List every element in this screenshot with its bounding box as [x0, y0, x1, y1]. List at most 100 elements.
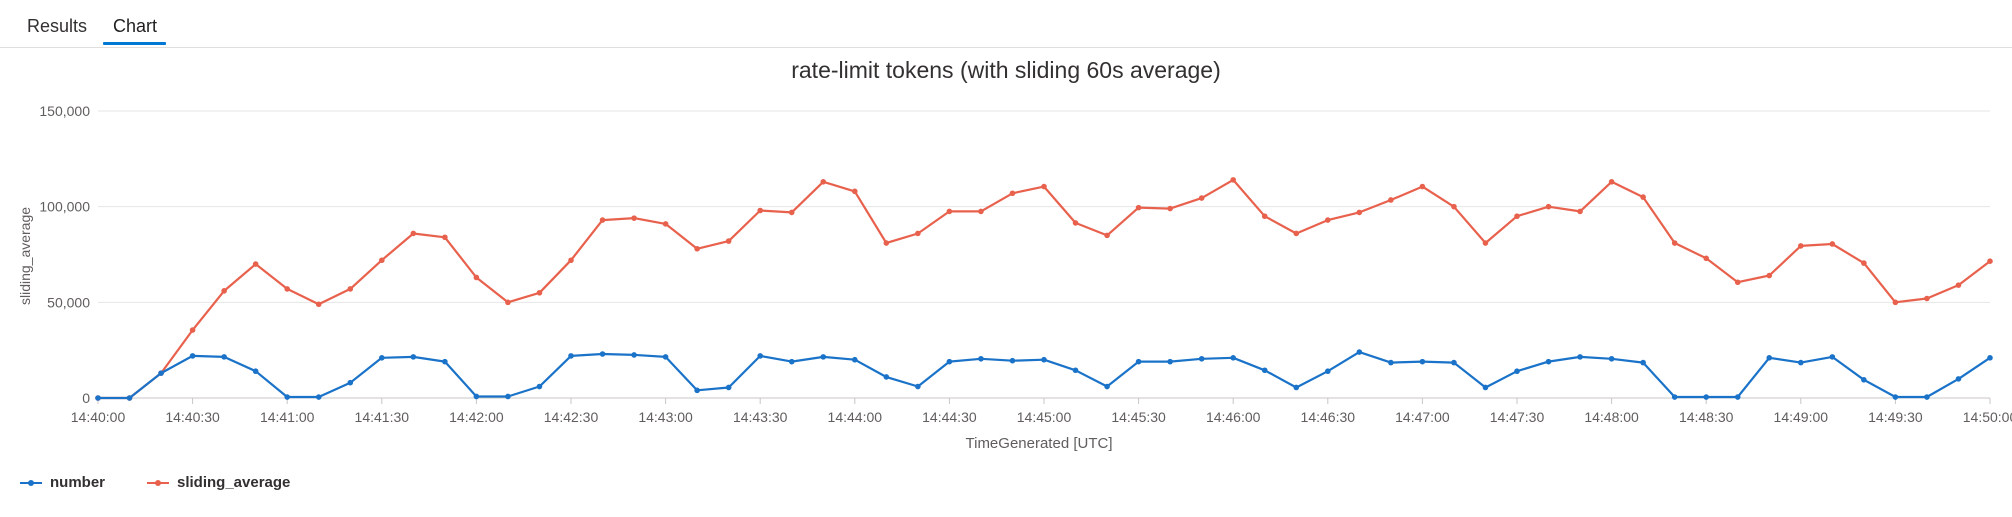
data-point-number — [1356, 349, 1363, 355]
data-point-number — [662, 354, 669, 360]
gridlines — [98, 110, 1990, 399]
data-point-sliding-average — [725, 238, 732, 244]
data-point-number — [410, 354, 417, 360]
x-axis-label: TimeGenerated [UTC] — [966, 435, 1113, 452]
data-point-sliding-average — [1482, 240, 1489, 246]
data-point-sliding-average — [1671, 240, 1678, 246]
y-tick-label: 50,000 — [47, 294, 90, 310]
legend-swatch-sliding-average — [147, 477, 169, 489]
data-point-sliding-average — [946, 208, 953, 215]
x-tick-label: 14:45:30 — [1111, 409, 1166, 425]
data-point-sliding-average — [568, 257, 574, 264]
axes: 0 50,000 100,000 150,000 14:40:00 14:40:30 14:… — [39, 103, 2012, 425]
legend-item-number[interactable]: number — [20, 474, 105, 491]
y-axis-label: sliding_average — [17, 207, 33, 305]
data-point-number — [883, 374, 890, 380]
data-point-sliding-average — [1703, 255, 1709, 262]
x-tick-label: 14:47:30 — [1490, 409, 1545, 425]
data-point-sliding-average — [1577, 208, 1583, 215]
data-point-number — [694, 387, 700, 394]
data-point-sliding-average — [1041, 183, 1047, 190]
data-point-number — [568, 353, 574, 359]
data-point-sliding-average — [1608, 178, 1615, 185]
data-point-number — [1261, 367, 1268, 374]
data-point-sliding-average — [1261, 213, 1268, 220]
x-tick-label: 14:42:00 — [449, 409, 504, 425]
data-point-sliding-average — [1009, 190, 1016, 197]
data-point-number — [1703, 394, 1709, 400]
data-point-number — [820, 354, 827, 360]
x-tick-label: 14:40:30 — [165, 409, 220, 425]
data-point-sliding-average — [1135, 204, 1142, 211]
data-point-sliding-average — [189, 327, 196, 333]
data-point-number — [1671, 394, 1678, 400]
x-tick-label: 14:46:30 — [1301, 409, 1356, 425]
data-point-number — [1924, 394, 1930, 400]
legend-label-sliding-average: sliding_average — [177, 474, 291, 491]
data-point-number — [347, 379, 354, 386]
data-point-sliding-average — [442, 234, 448, 241]
data-point-number — [599, 351, 606, 357]
data-point-number — [1419, 358, 1426, 365]
line-chart: 0 50,000 100,000 150,000 14:40:00 14:40:30 14:… — [17, 57, 2012, 452]
x-tick-label: 14:41:30 — [355, 409, 410, 425]
data-point-number — [1829, 354, 1836, 360]
data-point-number — [1293, 384, 1300, 391]
legend-item-sliding-average[interactable]: sliding_average — [147, 474, 290, 491]
data-point-sliding-average — [1892, 299, 1899, 306]
x-tick-label: 14:44:00 — [828, 409, 883, 425]
data-point-sliding-average — [379, 257, 385, 264]
data-point-number — [1072, 367, 1079, 374]
x-tick-label: 14:48:00 — [1584, 409, 1639, 425]
legend-label-number: number — [50, 474, 106, 491]
data-point-number — [1009, 357, 1016, 364]
data-point-number — [1955, 376, 1962, 382]
tab-results[interactable]: Results — [27, 16, 88, 36]
x-tick-label: 14:40:00 — [71, 409, 126, 425]
tab-chart[interactable]: Chart — [113, 16, 158, 36]
data-point-number — [1608, 355, 1615, 362]
data-point-sliding-average — [631, 215, 637, 221]
data-point-sliding-average — [1419, 183, 1426, 190]
x-tick-label: 14:42:30 — [544, 409, 599, 425]
data-point-sliding-average — [788, 209, 795, 216]
data-point-sliding-average — [347, 286, 354, 292]
data-point-number — [1577, 354, 1583, 360]
data-point-number — [1545, 358, 1552, 365]
data-point-number — [1514, 368, 1520, 375]
x-tick-label: 14:45:00 — [1017, 409, 1072, 425]
data-point-number — [221, 354, 227, 360]
data-point-sliding-average — [1955, 282, 1962, 288]
x-tick-label: 14:49:30 — [1868, 409, 1923, 425]
active-tab-indicator — [103, 42, 166, 45]
x-tick-label: 14:49:00 — [1774, 409, 1829, 425]
chart-title: rate-limit tokens (with sliding 60s aver… — [791, 57, 1221, 83]
data-point-number — [1198, 355, 1205, 362]
data-point-sliding-average — [284, 286, 291, 292]
data-point-number — [1892, 394, 1899, 400]
data-point-number — [978, 355, 984, 362]
data-point-number — [252, 368, 259, 375]
x-tick-label: 14:41:00 — [260, 409, 315, 425]
x-tick-label: 14:48:30 — [1679, 409, 1734, 425]
data-point-sliding-average — [1388, 197, 1394, 203]
data-point-sliding-average — [1734, 279, 1741, 286]
x-tick-label: 14:50:00 — [1963, 409, 2012, 425]
x-tick-label: 14:43:00 — [638, 409, 693, 425]
data-point-sliding-average — [662, 221, 669, 227]
data-point-number — [1640, 359, 1646, 366]
data-point-sliding-average — [1198, 195, 1205, 201]
data-point-number — [126, 395, 133, 401]
data-point-sliding-average — [1766, 272, 1773, 279]
data-point-number — [946, 358, 953, 365]
data-point-sliding-average — [1924, 295, 1930, 302]
data-point-number — [158, 370, 164, 376]
data-point-sliding-average — [1230, 177, 1236, 183]
series-line-sliding-average — [98, 178, 1991, 400]
data-point-sliding-average — [978, 208, 984, 215]
data-point-sliding-average — [1545, 203, 1552, 210]
data-point-number — [1041, 356, 1047, 363]
data-point-number — [1766, 355, 1773, 361]
data-point-number — [1482, 384, 1489, 391]
data-point-sliding-average — [536, 289, 543, 296]
